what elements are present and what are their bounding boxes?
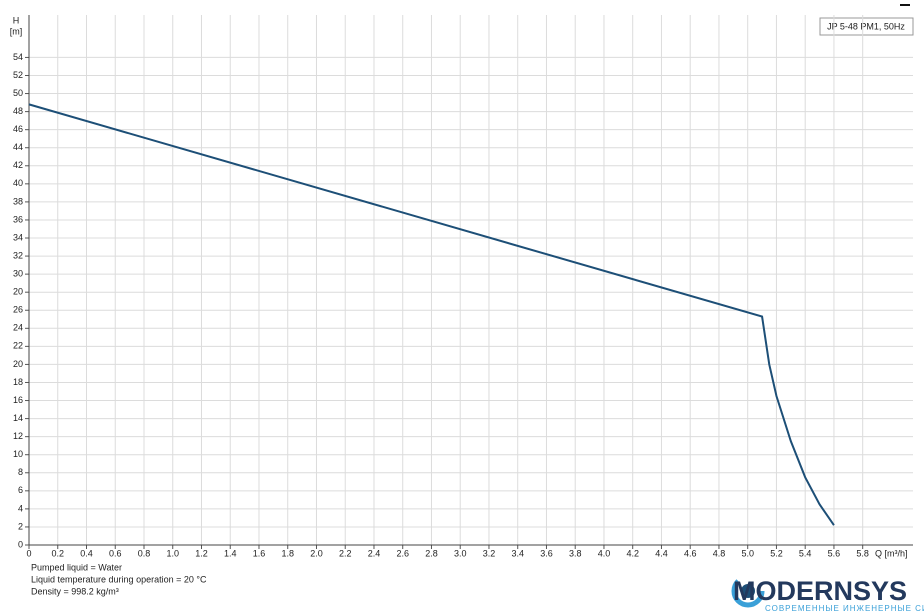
x-tick-label: 0.6 <box>109 548 122 558</box>
logo-tagline: СОВРЕМЕННЫЕ ИНЖЕНЕРНЫЕ СИСТЕМЫ <box>765 604 924 613</box>
x-tick-label: 4.6 <box>684 548 697 558</box>
x-tick-label: 2.0 <box>310 548 323 558</box>
x-tick-label: 5.4 <box>799 548 812 558</box>
logo: MODERNSYS СОВРЕМЕННЫЕ ИНЖЕНЕРНЫЕ СИСТЕМЫ <box>731 574 924 613</box>
x-tick-label: 5.2 <box>770 548 783 558</box>
y-tick-label: 14 <box>13 413 23 423</box>
y-tick-label: 2 <box>18 521 23 531</box>
y-tick-label: 40 <box>13 178 23 188</box>
logo-icon <box>731 574 765 608</box>
x-tick-label: 4.4 <box>655 548 668 558</box>
y-tick-label: 8 <box>18 467 23 477</box>
x-tick-label: 0 <box>26 548 31 558</box>
x-tick-label: 3.2 <box>483 548 496 558</box>
x-tick-label: 4.2 <box>626 548 639 558</box>
logo-icon <box>741 584 755 598</box>
y-tick-label: 42 <box>13 160 23 170</box>
y-tick-label: 26 <box>13 305 23 315</box>
x-tick-label: 3.8 <box>569 548 582 558</box>
y-tick-label: 52 <box>13 70 23 80</box>
y-tick-label: 46 <box>13 124 23 134</box>
y-tick-label: 38 <box>13 196 23 206</box>
y-tick-label: 12 <box>13 431 23 441</box>
x-tick-label: 5.8 <box>856 548 869 558</box>
y-tick-label: 6 <box>18 485 23 495</box>
x-tick-label: 1.0 <box>166 548 179 558</box>
note: Density = 998.2 kg/m³ <box>31 586 119 596</box>
y-tick-label: 54 <box>13 52 23 62</box>
x-tick-label: 0.4 <box>80 548 93 558</box>
y-tick-label: 24 <box>13 323 23 333</box>
window-dash <box>900 4 910 6</box>
y-tick-label: 4 <box>18 503 23 513</box>
y-tick-label: 0 <box>18 539 23 549</box>
x-tick-label: 3.4 <box>511 548 524 558</box>
y-tick-label: 34 <box>13 232 23 242</box>
x-tick-label: 2.8 <box>425 548 438 558</box>
y-tick-label: 48 <box>13 106 23 116</box>
y-tick-label: 50 <box>13 88 23 98</box>
x-tick-label: 1.4 <box>224 548 237 558</box>
y-tick-label: 20 <box>13 359 23 369</box>
x-tick-label: 0.2 <box>51 548 64 558</box>
x-tick-label: 3.0 <box>454 548 467 558</box>
y-axis-unit: [m] <box>10 26 23 36</box>
y-tick-label: 32 <box>13 250 23 260</box>
x-tick-label: 4.0 <box>598 548 611 558</box>
x-tick-label: 1.6 <box>253 548 266 558</box>
y-tick-label: 44 <box>13 142 23 152</box>
y-tick-label: 16 <box>13 395 23 405</box>
note: Liquid temperature during operation = 20… <box>31 574 207 584</box>
legend-box <box>819 17 914 36</box>
y-tick-label: 10 <box>13 449 23 459</box>
y-tick-label: 20 <box>13 287 23 297</box>
y-axis-label: H <box>13 15 20 25</box>
curve <box>28 103 835 526</box>
y-tick-label: 36 <box>13 214 23 224</box>
x-tick-label: 2.6 <box>396 548 409 558</box>
x-tick-label: 4.8 <box>713 548 726 558</box>
y-tick-label: 22 <box>13 341 23 351</box>
y-tick-label: 18 <box>13 377 23 387</box>
x-tick-label: 5.0 <box>741 548 754 558</box>
x-tick-label: 0.8 <box>138 548 151 558</box>
x-tick-label: 3.6 <box>540 548 553 558</box>
note: Pumped liquid = Water <box>31 562 122 572</box>
x-tick-label: 1.8 <box>281 548 294 558</box>
legend-label: JP 5-48 PM1, 50Hz <box>827 21 905 31</box>
x-tick-label: 2.4 <box>368 548 381 558</box>
y-tick-label: 30 <box>13 269 23 279</box>
logo-name: MODERNSYS <box>733 576 907 606</box>
x-tick-label: 5.6 <box>828 548 841 558</box>
x-tick-label: 1.2 <box>195 548 208 558</box>
x-tick-label: 2.2 <box>339 548 352 558</box>
x-axis-label: Q [m³/h] <box>875 548 908 558</box>
